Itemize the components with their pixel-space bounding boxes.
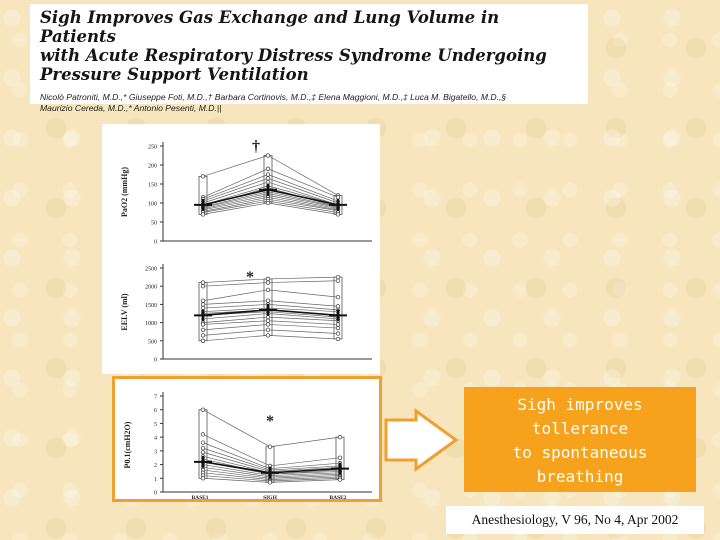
significance-marker: *	[246, 269, 254, 286]
paper-title-line: Pressure Support Ventilation	[40, 65, 309, 84]
data-point	[265, 166, 271, 171]
y-tick-label: 1500	[145, 303, 157, 309]
data-point	[200, 440, 206, 445]
data-point	[200, 174, 206, 179]
data-point	[265, 333, 271, 338]
paper-title-line: with Acute Respiratory Distress Syndrome…	[40, 46, 547, 65]
highlight-frame	[112, 376, 382, 502]
y-tick-label: 7	[154, 395, 157, 401]
y-tick-label: 6	[154, 408, 157, 414]
data-point	[265, 327, 271, 333]
data-point	[200, 407, 206, 412]
callout-box: Sigh improves tollerance to spontaneous …	[464, 387, 696, 492]
data-point	[200, 212, 206, 217]
y-tick-label: 2000	[145, 285, 157, 291]
data-point	[267, 444, 273, 449]
y-tick-label: 0	[154, 240, 157, 246]
data-point	[200, 284, 206, 289]
data-point	[200, 476, 206, 481]
data-point	[335, 336, 341, 342]
data-point	[335, 331, 341, 336]
data-point	[267, 480, 273, 485]
authors-line: Maurizio Cereda, M.D.,* Antonio Pesenti,…	[40, 103, 222, 113]
callout-line: to spontaneous	[512, 443, 648, 462]
data-point	[200, 327, 206, 333]
y-tick-label: 250	[148, 145, 157, 151]
data-point	[337, 434, 343, 440]
y-tick-label: 2500	[145, 267, 157, 273]
data-point	[265, 322, 271, 327]
y-tick-label: 1000	[145, 321, 157, 327]
y-tick-label: 200	[148, 164, 157, 170]
paper-title: Sigh Improves Gas Exchange and Lung Volu…	[40, 8, 578, 84]
y-tick-label: 1	[154, 477, 157, 483]
data-point	[337, 455, 343, 460]
data-point	[335, 278, 341, 283]
significance-marker: †	[252, 138, 260, 155]
y-tick-label: 500	[148, 339, 157, 345]
data-point	[265, 280, 271, 285]
data-point	[200, 322, 206, 327]
data-point	[337, 477, 343, 482]
y-tick-label: 2	[154, 463, 157, 469]
data-point	[200, 338, 206, 343]
paper-authors: Nicolò Patroniti, M.D.,* Giuseppe Foti, …	[40, 92, 578, 114]
data-point	[200, 333, 206, 338]
y-tick-label: 3	[154, 449, 157, 455]
y-tick-label: 50	[151, 221, 157, 227]
y-axis-label: PaO2 (mmHg)	[120, 167, 129, 217]
y-axis-label: EELV (ml)	[120, 293, 129, 330]
y-tick-label: 100	[148, 202, 157, 208]
y-tick-label: 4	[154, 436, 157, 442]
data-point	[200, 432, 206, 437]
data-point	[335, 325, 341, 331]
data-point	[335, 212, 341, 217]
data-point	[335, 294, 341, 300]
significance-marker: *	[266, 413, 274, 430]
x-category-label: BASE2	[329, 495, 346, 501]
x-category-label: BASE1	[191, 495, 208, 501]
data-point	[200, 450, 206, 455]
callout-line: Sigh improves	[517, 395, 643, 414]
paper-header: Sigh Improves Gas Exchange and Lung Volu…	[30, 4, 588, 113]
x-category-label: SIGH	[263, 495, 277, 501]
y-axis-label: P0.1(cmH2O)	[123, 421, 132, 468]
y-tick-label: 0	[154, 491, 157, 497]
data-point	[265, 200, 271, 206]
paper-title-line: Sigh Improves Gas Exchange and Lung Volu…	[40, 8, 500, 46]
y-tick-label: 0	[154, 358, 157, 364]
arrow-shape	[384, 408, 459, 472]
callout-line: tollerance	[531, 419, 629, 438]
callout-line: breathing	[536, 467, 624, 486]
authors-line: Nicolò Patroniti, M.D.,* Giuseppe Foti, …	[40, 92, 507, 102]
y-tick-label: 5	[154, 422, 157, 428]
data-point	[265, 153, 271, 158]
data-point	[265, 287, 271, 292]
y-tick-label: 150	[148, 183, 157, 189]
data-point	[200, 445, 206, 451]
citation: Anesthesiology, V 96, No 4, Apr 2002	[446, 506, 704, 534]
